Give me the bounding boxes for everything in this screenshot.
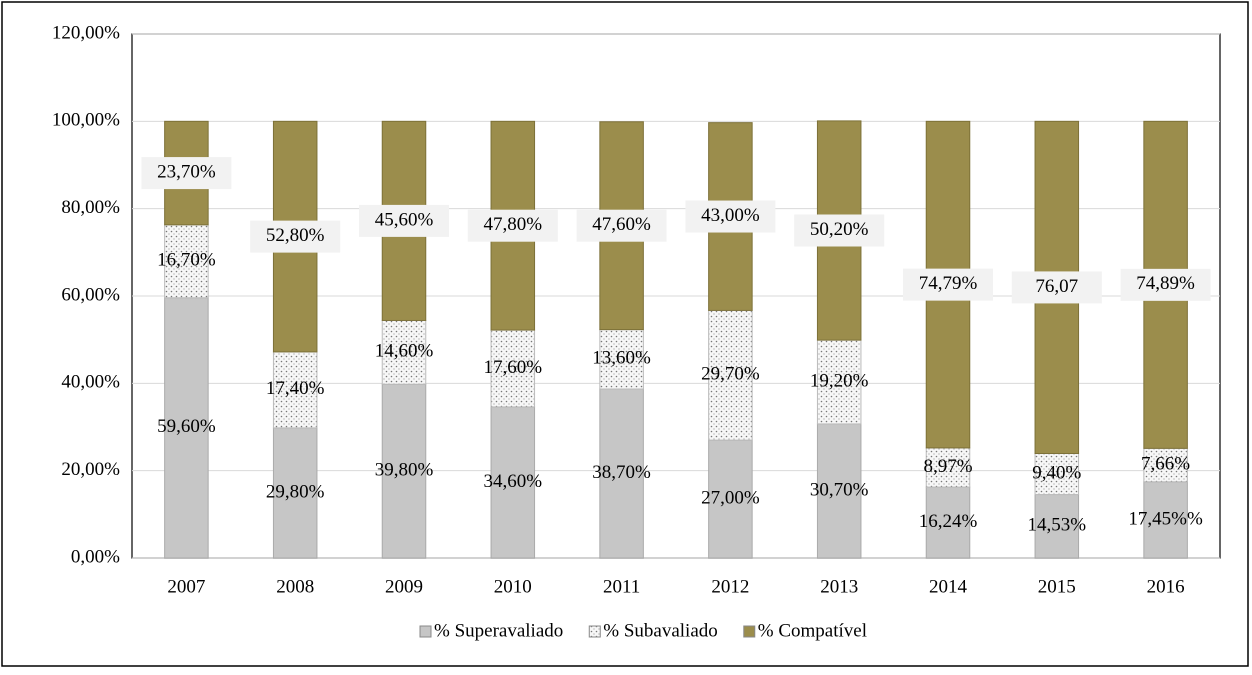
value-label: 45,60% [375, 209, 434, 230]
bar-segment [272, 427, 318, 559]
bar-segment [1143, 447, 1188, 483]
bar-segment [490, 329, 536, 408]
value-label: 14,53% [1028, 515, 1087, 536]
y-tick-label: 120,00% [52, 22, 120, 43]
legend-label: % Superavaliado [434, 620, 563, 641]
value-label: 17,40% [266, 378, 325, 399]
value-label: 59,60% [157, 416, 216, 437]
value-label: 50,20% [810, 219, 869, 240]
label-box [359, 204, 449, 237]
value-label: 16,70% [157, 250, 216, 271]
value-label: 9,40% [1032, 462, 1081, 483]
y-tick-label: 40,00% [61, 372, 120, 393]
bar-segment [1034, 494, 1080, 559]
value-label: 17,60% [484, 357, 543, 378]
value-label: 17,45%% [1128, 508, 1203, 529]
value-label: 47,60% [592, 214, 651, 235]
x-tick-label: 2015 [1038, 576, 1076, 597]
x-tick-label: 2012 [711, 576, 749, 597]
bar-segment [816, 339, 862, 425]
value-label: 74,79% [919, 273, 978, 294]
x-tick-label: 2008 [276, 576, 314, 597]
value-label: 43,00% [701, 205, 760, 226]
value-label: 52,80% [266, 225, 325, 246]
x-tick-label: 2009 [385, 576, 423, 597]
x-tick-label: 2013 [820, 576, 858, 597]
y-tick-label: 80,00% [61, 197, 120, 218]
bar-segment [708, 309, 753, 441]
x-tick-label: 2011 [603, 576, 640, 597]
y-tick-label: 60,00% [61, 284, 120, 305]
value-label: 23,70% [157, 161, 216, 182]
label-box [685, 200, 776, 233]
x-tick-label: 2016 [1147, 576, 1185, 597]
y-tick-label: 100,00% [52, 110, 120, 131]
x-tick-label: 2010 [494, 576, 532, 597]
bar-segment [490, 406, 536, 559]
value-label: 34,60% [484, 471, 543, 492]
legend-swatch [419, 625, 432, 638]
label-box [1011, 271, 1102, 304]
y-tick-label: 20,00% [61, 459, 120, 480]
value-label: 13,60% [592, 348, 651, 369]
legend-swatch [588, 625, 601, 638]
label-box [903, 268, 993, 301]
bar-segment [708, 439, 753, 559]
value-label: 16,24% [919, 511, 978, 532]
value-label: 7,66% [1141, 453, 1190, 474]
value-label: 27,00% [701, 487, 760, 508]
bar-segment [381, 319, 427, 385]
label-box [794, 214, 885, 247]
legend-label: % Subavaliado [603, 620, 718, 641]
legend-label: % Compatível [758, 620, 867, 641]
label-box [250, 220, 341, 253]
bar-segment [164, 297, 209, 559]
value-label: 47,80% [484, 214, 543, 235]
value-label: 39,80% [375, 459, 434, 480]
value-label: 19,20% [810, 370, 869, 391]
value-label: 30,70% [810, 479, 869, 500]
bar-segment [1143, 481, 1188, 559]
bar-segment [925, 447, 971, 488]
label-box [467, 209, 558, 242]
x-tick-label: 2007 [167, 576, 205, 597]
bar-segment [381, 383, 427, 559]
value-label: 29,80% [266, 481, 325, 502]
label-box [141, 157, 232, 190]
value-label: 38,70% [592, 462, 651, 483]
value-label: 8,97% [923, 456, 972, 477]
bar-segment [599, 329, 644, 390]
value-label: 29,70% [701, 364, 760, 385]
y-tick-label: 0,00% [71, 546, 120, 567]
legend-swatch [743, 625, 756, 638]
x-tick-label: 2014 [929, 576, 968, 597]
bar-segment [816, 423, 862, 559]
label-box [1120, 268, 1211, 301]
bar-segment [272, 351, 318, 429]
value-label: 74,89% [1136, 273, 1195, 294]
bar-segment [599, 388, 644, 559]
label-box [576, 209, 667, 242]
value-label: 14,60% [375, 341, 434, 362]
bar-segment [164, 224, 209, 299]
value-label: 76,07 [1035, 276, 1078, 297]
bar-segment [925, 486, 971, 559]
bar-segment [1034, 453, 1080, 496]
